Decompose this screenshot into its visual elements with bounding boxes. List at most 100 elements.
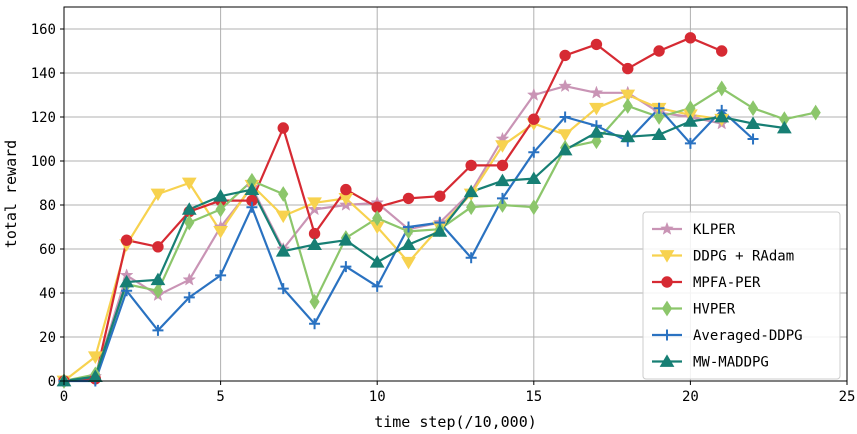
legend-label-averaged-ddpg: Averaged-DDPG (693, 328, 803, 344)
data-point-ddpg-radam (589, 102, 604, 116)
data-point-ddpg-radam (307, 197, 322, 210)
data-point-mpfa-per (716, 45, 728, 57)
data-point-ddpg-radam (87, 351, 103, 364)
data-point-hvper (278, 186, 289, 202)
data-point-mw-maddpg (181, 202, 197, 215)
data-point-mw-maddpg (714, 109, 730, 123)
data-point-mpfa-per (496, 159, 509, 172)
y-axis-label: total reward (2, 140, 20, 248)
x-tick-label: 20 (682, 389, 699, 405)
data-point-hvper (309, 293, 320, 310)
data-point-ddpg-radam (150, 188, 166, 202)
x-tick-label: 10 (369, 389, 386, 405)
data-point-mpfa-per (277, 122, 289, 134)
legend-label-ddpg-radam: DDPG + RAdam (693, 249, 794, 265)
data-point-averaged-ddpg (277, 283, 289, 295)
data-point-averaged-ddpg (653, 102, 665, 114)
legend-box (642, 211, 841, 380)
series-line-klper (63, 85, 722, 383)
data-point-mw-maddpg (651, 127, 667, 140)
data-point-hvper (372, 210, 383, 227)
y-tick-label: 40 (39, 286, 56, 302)
data-point-hvper (810, 104, 821, 121)
legend-label-mpfa-per: MPFA-PER (693, 275, 761, 291)
data-point-mw-maddpg (776, 120, 792, 134)
data-point-ddpg-radam (557, 129, 573, 142)
y-tick-label: 0 (48, 374, 56, 390)
legend-label-mw-maddpg: MW-MADDPG (693, 355, 769, 371)
legend-marker-mpfa-per (661, 276, 673, 288)
data-point-klper (589, 85, 604, 99)
legend-marker-hvper (661, 300, 673, 317)
data-point-mw-maddpg (150, 272, 166, 286)
y-tick-label: 160 (31, 22, 56, 38)
data-point-mw-maddpg (495, 173, 510, 187)
data-point-averaged-ddpg (465, 252, 477, 264)
data-point-mpfa-per (340, 183, 352, 196)
data-point-mpfa-per (559, 49, 571, 62)
data-point-ddpg-radam (213, 226, 228, 239)
data-point-averaged-ddpg (215, 269, 227, 281)
data-point-mpfa-per (308, 227, 321, 240)
data-point-ddpg-radam (275, 210, 291, 224)
data-point-ddpg-radam (401, 256, 416, 270)
data-point-klper (182, 272, 197, 286)
legend: KLPER DDPG + RAdam MPFA-PER HVPER Averaged-D… (642, 211, 841, 380)
data-point-mw-maddpg (369, 255, 385, 268)
series-line-ddpg-radam (63, 93, 722, 382)
data-point-mw-maddpg (213, 189, 228, 202)
data-point-mpfa-per (653, 45, 665, 57)
legend-marker-klper (660, 221, 674, 235)
data-point-averaged-ddpg (309, 318, 321, 330)
y-tick-label: 80 (39, 198, 56, 214)
data-point-averaged-ddpg (559, 111, 571, 123)
data-point-hvper (747, 100, 759, 117)
x-tick-label: 0 (60, 389, 68, 405)
data-point-mw-maddpg (401, 237, 416, 250)
data-point-mw-maddpg (683, 114, 698, 127)
data-point-hvper (653, 109, 665, 125)
data-point-hvper (184, 214, 195, 231)
x-tick-label: 25 (839, 389, 856, 405)
data-point-hvper (215, 201, 226, 218)
data-point-averaged-ddpg (246, 201, 258, 213)
legend-label-klper: KLPER (693, 222, 736, 238)
data-point-mpfa-per (590, 38, 603, 51)
data-point-hvper (152, 282, 164, 299)
data-point-mw-maddpg (275, 244, 291, 257)
data-point-mw-maddpg (620, 129, 636, 143)
y-tick-label: 20 (39, 330, 56, 346)
data-point-averaged-ddpg (371, 280, 383, 292)
data-point-hvper (466, 199, 477, 216)
data-point-averaged-ddpg (747, 133, 759, 145)
data-point-mpfa-per (402, 192, 415, 205)
y-tick-label: 140 (31, 66, 56, 82)
data-point-mw-maddpg (307, 237, 322, 250)
data-point-mpfa-per (120, 234, 133, 246)
data-point-hvper (622, 98, 633, 114)
legend-label-hvper: HVPER (693, 302, 736, 318)
data-point-klper (526, 87, 541, 101)
data-point-ddpg-radam (495, 140, 510, 153)
legend-marker-averaged-ddpg (661, 329, 673, 341)
data-point-hvper (528, 199, 539, 216)
data-point-ddpg-radam (181, 177, 197, 191)
data-point-mw-maddpg (432, 224, 448, 237)
data-point-averaged-ddpg (528, 146, 540, 158)
data-point-mw-maddpg (589, 125, 604, 138)
y-tick-label: 120 (31, 110, 56, 126)
data-point-averaged-ddpg (684, 137, 696, 149)
legend-marker-ddpg-radam (659, 250, 675, 263)
data-point-averaged-ddpg (183, 291, 195, 303)
data-point-averaged-ddpg (496, 192, 508, 204)
legend-marker-mw-maddpg (659, 354, 675, 367)
series-line-mw-maddpg (63, 115, 785, 383)
data-point-mpfa-per (528, 113, 540, 125)
data-point-ddpg-radam (620, 89, 636, 103)
data-point-mpfa-per (465, 159, 477, 172)
series-line-mpfa-per (63, 36, 723, 383)
x-tick-label: 5 (216, 389, 224, 405)
axis-ticks: 0 5 10 15 20 25 0 20 40 60 80 100 120 140 160 (31, 22, 856, 405)
data-point-mpfa-per (152, 241, 164, 253)
